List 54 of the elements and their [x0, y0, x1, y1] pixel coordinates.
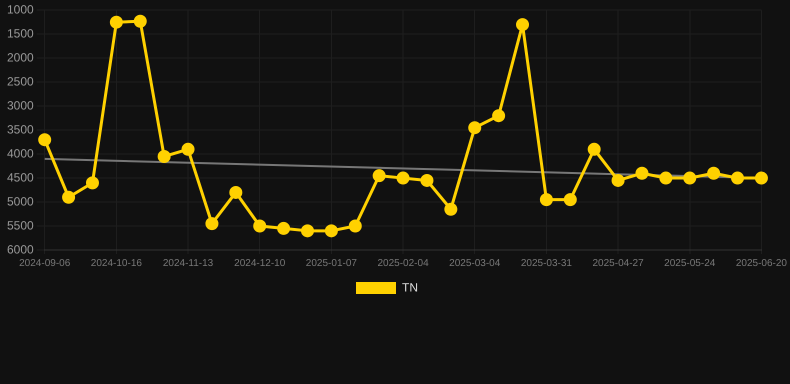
point [182, 142, 195, 156]
point [731, 172, 744, 185]
point [492, 109, 506, 122]
point [86, 176, 99, 190]
y-tick-label: 2500 [6, 74, 34, 88]
y-tick-label: 5000 [6, 194, 34, 208]
x-tick-label: 2025-03-31 [520, 258, 572, 269]
point [564, 193, 577, 206]
y-tick-label: 3500 [6, 122, 34, 136]
point [253, 220, 266, 233]
point [444, 202, 458, 216]
y-tick-label: 4000 [6, 146, 34, 160]
point [277, 222, 290, 235]
y-tick-label: 5500 [6, 218, 34, 232]
point [754, 172, 768, 185]
y-tick-label: 2000 [6, 50, 34, 64]
point [158, 150, 171, 163]
point [62, 190, 76, 204]
point [707, 166, 720, 180]
point [372, 169, 386, 182]
x-tick-label: 2024-12-10 [234, 258, 286, 269]
point [683, 172, 696, 185]
point [324, 224, 338, 238]
y-tick-label: 1500 [6, 26, 34, 40]
point [300, 224, 314, 238]
x-tick-label: 2024-10-16 [90, 258, 142, 269]
legend-label: TN [402, 280, 418, 294]
point [635, 166, 648, 180]
point [134, 14, 147, 28]
point [612, 174, 625, 187]
point [588, 142, 601, 156]
point [516, 18, 530, 32]
x-tick-label: 2024-09-06 [19, 258, 71, 269]
y-tick-label: 6000 [6, 242, 34, 256]
point [420, 174, 434, 187]
point [659, 172, 672, 185]
x-tick-label: 2025-01-07 [306, 258, 358, 269]
x-tick-label: 2025-03-04 [449, 258, 501, 269]
x-tick-label: 2025-06-20 [736, 258, 788, 269]
y-tick-label: 3000 [6, 98, 34, 112]
x-tick-label: 2024-11-13 [162, 258, 214, 269]
point [396, 172, 410, 185]
point [38, 133, 52, 146]
point [468, 121, 482, 134]
y-tick-label: 1000 [6, 2, 34, 17]
point [110, 16, 123, 29]
x-tick-label: 2025-02-04 [377, 258, 430, 269]
y-tick-label: 4500 [6, 170, 34, 184]
x-tick-label: 2025-04-27 [592, 258, 644, 269]
point [229, 186, 242, 199]
x-tick-label: 2025-05-24 [664, 258, 716, 269]
point [540, 193, 553, 206]
point [205, 217, 218, 230]
point [348, 220, 362, 233]
